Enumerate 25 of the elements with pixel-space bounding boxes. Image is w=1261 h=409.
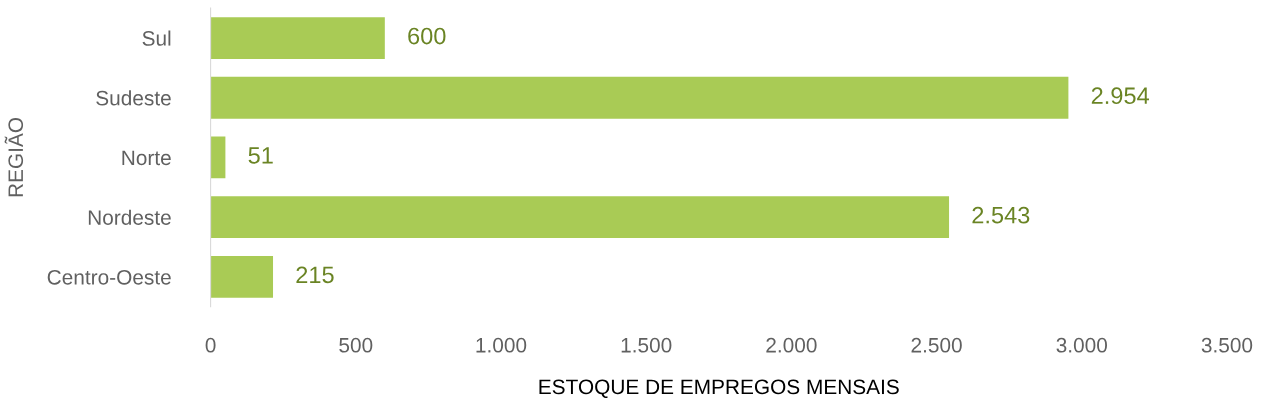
data-label: 51: [248, 147, 273, 164]
y-tick-label: Sudeste: [96, 90, 171, 106]
x-tick-label: 1.500: [621, 337, 672, 353]
y-tick-label: Nordeste: [88, 209, 171, 225]
data-label: 215: [296, 266, 334, 284]
bar: [210, 255, 274, 298]
bar: [210, 76, 1069, 119]
data-label: 600: [408, 27, 446, 45]
x-tick-label: 3.500: [1201, 337, 1253, 353]
x-axis-title: ESTOQUE DE EMPREGOS MENSAIS: [539, 379, 899, 398]
y-tick-label: Sul: [142, 30, 171, 46]
y-tick-label: Centro-Oeste: [47, 269, 171, 285]
x-tick-label: 1.000: [476, 337, 527, 353]
x-tick-label: 2.000: [766, 337, 817, 353]
x-tick-label: 3.000: [1056, 337, 1108, 353]
bar: [210, 136, 226, 179]
data-label: 2.954: [1091, 87, 1150, 105]
data-label: 2.543: [972, 206, 1030, 224]
y-tick-label: Norte: [122, 150, 171, 166]
bar: [210, 196, 950, 239]
y-axis-title: REGIÃO: [4, 117, 24, 197]
x-tick-label: 500: [339, 337, 373, 353]
x-tick-label: 0: [205, 337, 216, 353]
x-tick-label: 2.500: [911, 337, 962, 353]
bar: [210, 17, 385, 59]
